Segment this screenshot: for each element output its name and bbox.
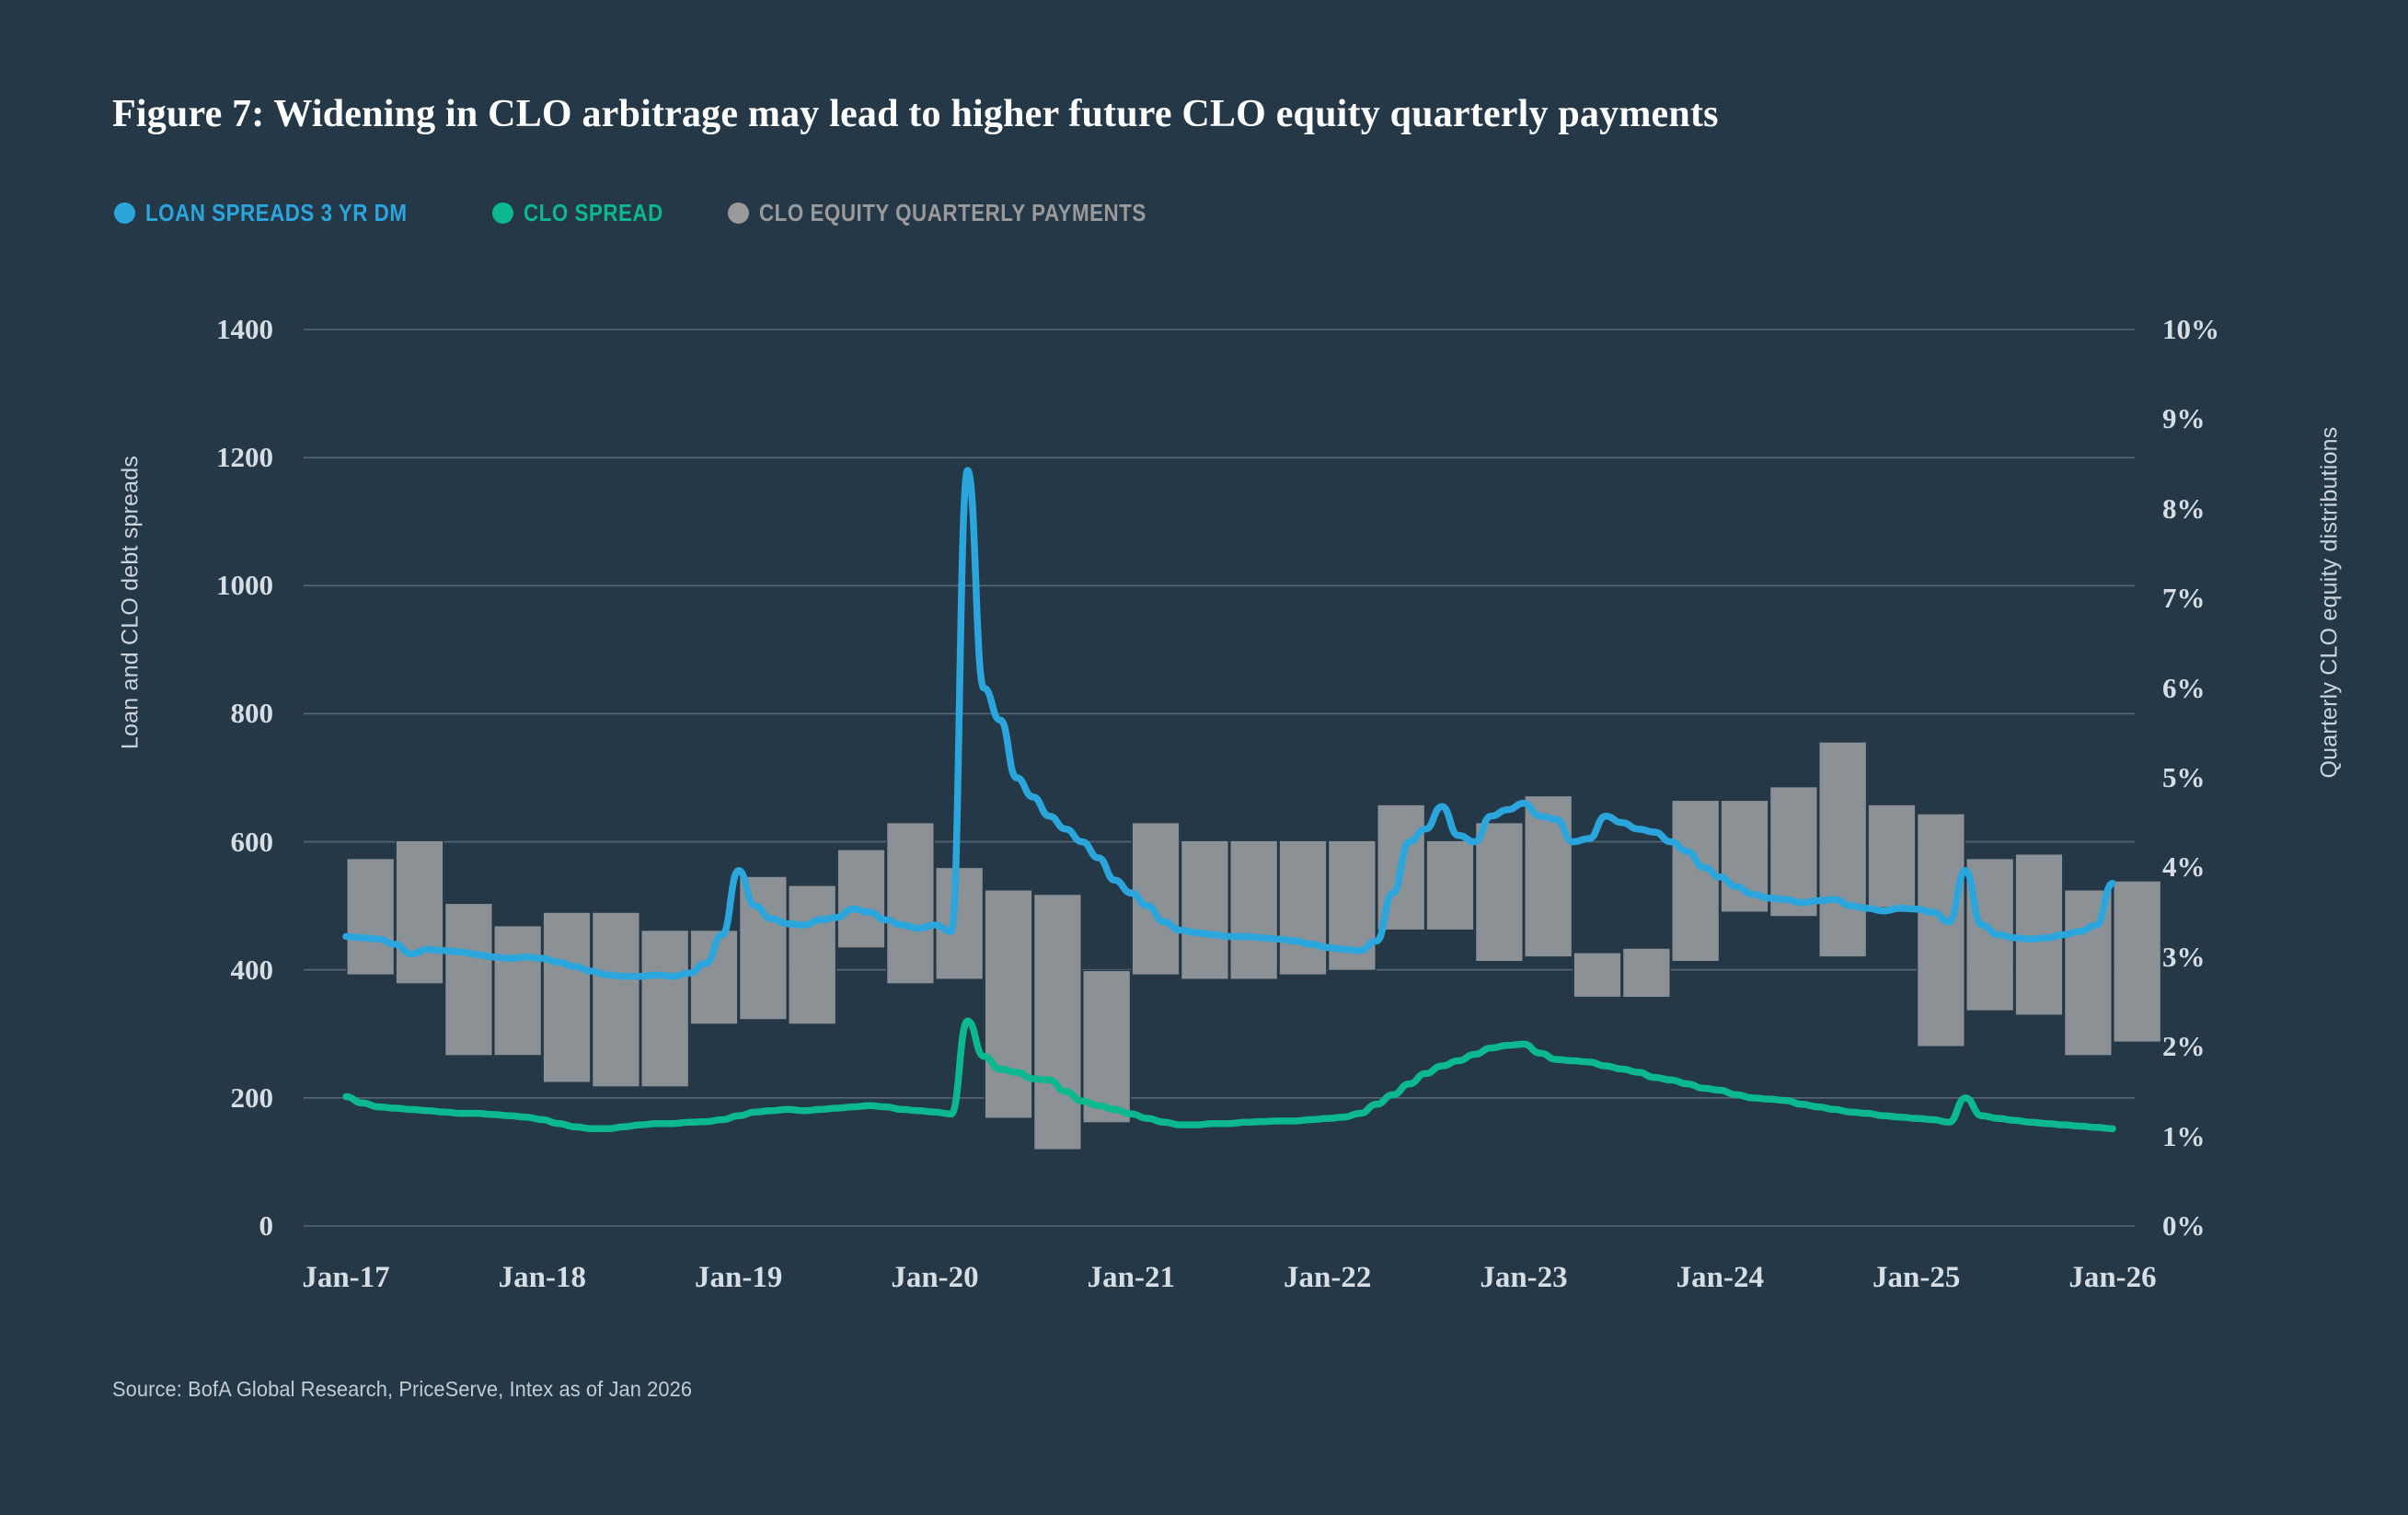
legend-item-clo-spread[interactable]: CLO SPREAD xyxy=(491,199,686,227)
x-axis-tick-label: Jan-24 xyxy=(1676,1261,1764,1294)
legend-item-loan-spreads[interactable]: LOAN SPREADS 3 YR DM xyxy=(114,199,450,227)
legend-dot-icon xyxy=(491,202,513,224)
chart-legend: LOAN SPREADS 3 YR DM CLO SPREAD CLO EQUI… xyxy=(114,199,1210,227)
y-axis-right-tick-label: 5% xyxy=(2162,761,2206,793)
bar-range xyxy=(1082,969,1132,1124)
bar-range xyxy=(1867,804,1917,908)
bar-range xyxy=(1278,839,1328,977)
y-axis-left-tick-label: 800 xyxy=(230,697,274,730)
bar-range xyxy=(885,822,935,985)
y-axis-right-tick-label: 9% xyxy=(2162,402,2206,435)
x-axis-tick-label: Jan-22 xyxy=(1283,1261,1372,1294)
y-axis-left-tick-label: 1000 xyxy=(216,569,273,602)
bar-range xyxy=(1621,947,1671,999)
y-axis-right-tick-label: 6% xyxy=(2162,671,2206,704)
bar-range xyxy=(1474,822,1524,963)
bar-range xyxy=(984,889,1033,1119)
legend-dot-icon xyxy=(728,202,750,224)
bar-range xyxy=(1573,952,1622,999)
bar-range xyxy=(591,911,640,1088)
legend-item-label: LOAN SPREADS 3 YR DM xyxy=(145,199,408,226)
bar-range xyxy=(2113,880,2162,1044)
legend-item-label: CLO EQUITY QUARTERLY PAYMENTS xyxy=(759,199,1147,226)
bar-range xyxy=(1818,741,1868,958)
bar-range xyxy=(444,902,493,1057)
x-axis-tick-label: Jan-17 xyxy=(302,1261,390,1294)
bar-range xyxy=(395,839,444,985)
clo-spread-line xyxy=(342,1017,2116,1133)
bar-range xyxy=(640,929,690,1088)
source-note: Source: BofA Global Research, PriceServe… xyxy=(112,1377,693,1401)
bar-range xyxy=(1180,839,1229,980)
bar-range xyxy=(1425,839,1475,931)
legend-item-clo-equity-payments[interactable]: CLO EQUITY QUARTERLY PAYMENTS xyxy=(728,199,1209,227)
y-axis-left-tick-label: 0 xyxy=(259,1209,274,1242)
y-axis-right-tick-label: 7% xyxy=(2162,582,2206,615)
bar-range xyxy=(935,866,985,980)
x-axis-tick-label: Jan-21 xyxy=(1087,1261,1175,1294)
x-axis-tick-label: Jan-26 xyxy=(2068,1261,2157,1294)
y-axis-left-tick-label: 1200 xyxy=(216,441,273,474)
y-axis-right-tick-label: 10% xyxy=(2162,313,2219,345)
page-title: Figure 7: Widening in CLO arbitrage may … xyxy=(112,93,1719,135)
bar-range xyxy=(788,885,837,1025)
bar-range xyxy=(836,849,886,949)
loan-spread-line xyxy=(342,467,2116,980)
legend-item-label: CLO SPREAD xyxy=(523,199,663,226)
y-axis-left-tick-label: 600 xyxy=(230,825,274,858)
x-axis-tick-label: Jan-25 xyxy=(1872,1261,1961,1294)
bar-range xyxy=(1769,786,1818,918)
bar-range xyxy=(1229,839,1279,980)
bar-range xyxy=(346,858,396,977)
y-axis-left-tick-label: 1400 xyxy=(216,313,273,345)
bar-range xyxy=(1524,794,1573,958)
y-axis-right-tick-label: 4% xyxy=(2162,850,2206,884)
y-axis-right-tick-label: 8% xyxy=(2162,492,2206,525)
y-axis-left-tick-label: 400 xyxy=(230,953,274,986)
y-axis-right-tick-label: 1% xyxy=(2162,1119,2206,1152)
x-axis-tick-label: Jan-19 xyxy=(694,1261,783,1294)
y-axis-right-tick-label: 3% xyxy=(2162,940,2206,973)
y-axis-right-tick-label: 2% xyxy=(2162,1030,2206,1063)
y-axis-left-tick-label: 200 xyxy=(230,1081,274,1114)
legend-dot-icon xyxy=(114,202,135,224)
bar-range xyxy=(542,911,592,1083)
x-axis-tick-label: Jan-20 xyxy=(891,1261,979,1294)
x-axis-tick-label: Jan-18 xyxy=(498,1261,586,1294)
y-axis-right-tick-label: 0% xyxy=(2162,1209,2206,1242)
bar-range xyxy=(1032,893,1082,1151)
bar-range xyxy=(1671,799,1721,963)
bar-range xyxy=(1916,813,1965,1047)
x-axis-tick-label: Jan-23 xyxy=(1480,1261,1568,1294)
bar-range xyxy=(493,925,543,1057)
